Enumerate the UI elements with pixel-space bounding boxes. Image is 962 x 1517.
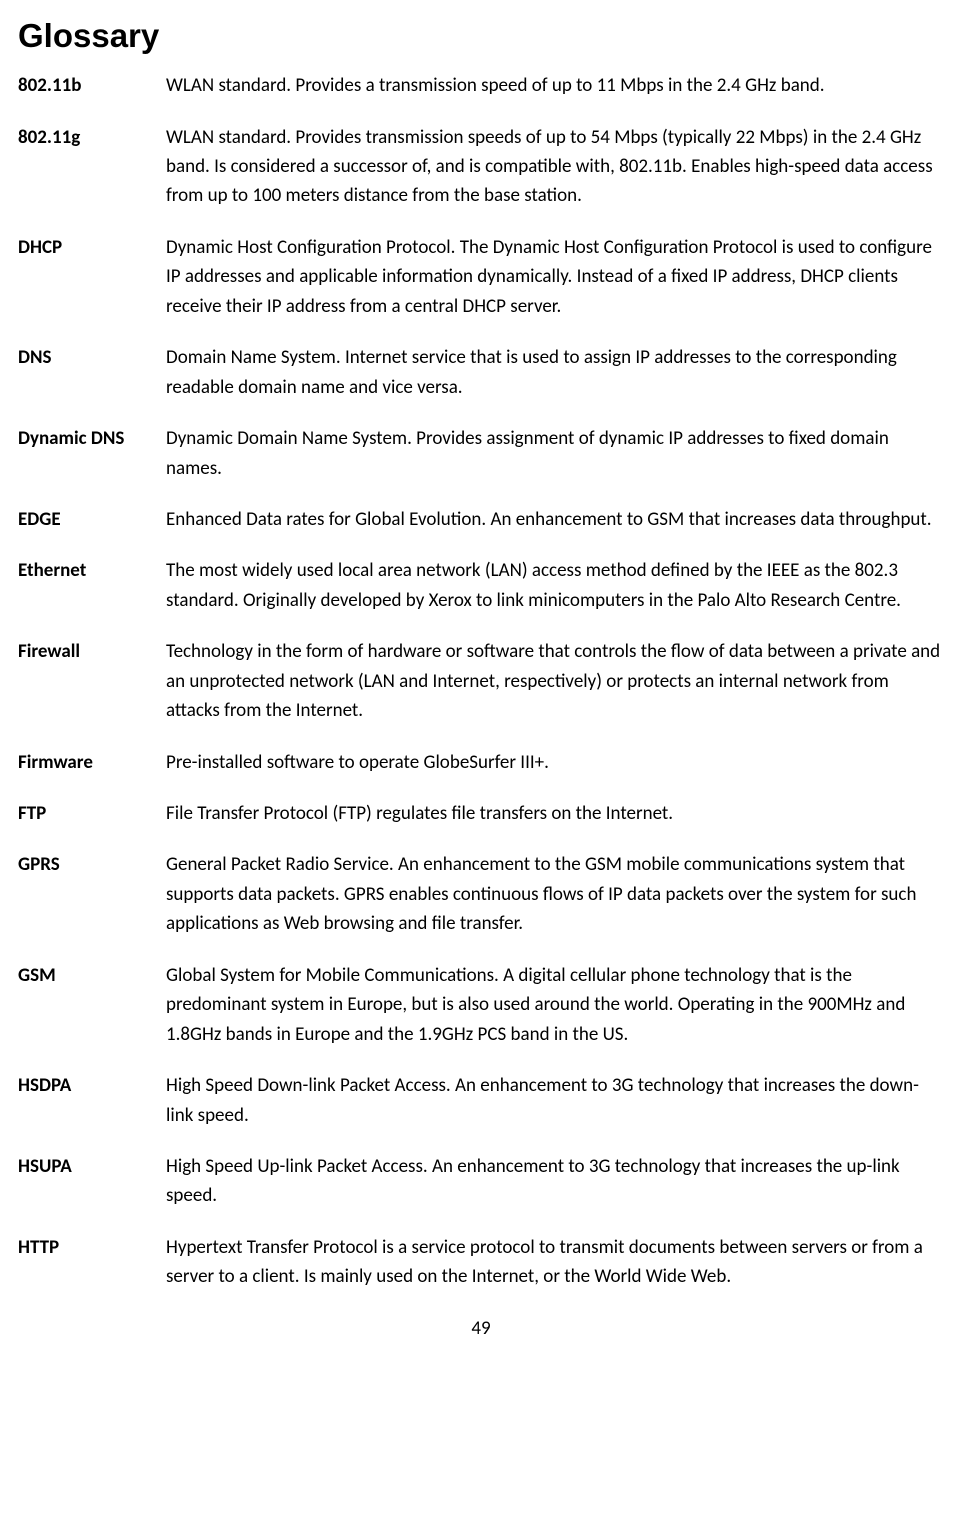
- glossary-term: Firewall: [18, 637, 166, 725]
- glossary-term: Dynamic DNS: [18, 424, 166, 483]
- glossary-term: DNS: [18, 343, 166, 402]
- glossary-term: HTTP: [18, 1233, 166, 1292]
- glossary-entry: EDGE Enhanced Data rates for Global Evol…: [18, 505, 944, 534]
- page-number: 49: [18, 1314, 944, 1343]
- glossary-term: Firmware: [18, 748, 166, 777]
- glossary-definition: High Speed Up-link Packet Access. An enh…: [166, 1152, 944, 1211]
- glossary-entry: Dynamic DNS Dynamic Domain Name System. …: [18, 424, 944, 483]
- glossary-entry: Firmware Pre-installed software to opera…: [18, 748, 944, 777]
- glossary-definition: Pre-installed software to operate GlobeS…: [166, 748, 944, 777]
- glossary-term: 802.11g: [18, 123, 166, 211]
- glossary-entry: Firewall Technology in the form of hardw…: [18, 637, 944, 725]
- glossary-definition: Global System for Mobile Communications.…: [166, 961, 944, 1049]
- glossary-entry: DNS Domain Name System. Internet service…: [18, 343, 944, 402]
- glossary-definition: Domain Name System. Internet service tha…: [166, 343, 944, 402]
- page-title: Glossary: [18, 10, 944, 61]
- glossary-entry: HTTP Hypertext Transfer Protocol is a se…: [18, 1233, 944, 1292]
- glossary-definition: WLAN standard. Provides a transmission s…: [166, 71, 944, 100]
- glossary-entry: GSM Global System for Mobile Communicati…: [18, 961, 944, 1049]
- glossary-definition: Enhanced Data rates for Global Evolution…: [166, 505, 944, 534]
- glossary-entry: 802.11b WLAN standard. Provides a transm…: [18, 71, 944, 100]
- glossary-term: GSM: [18, 961, 166, 1049]
- glossary-term: Ethernet: [18, 556, 166, 615]
- glossary-definition: Dynamic Host Configuration Protocol. The…: [166, 233, 944, 321]
- glossary-definition: The most widely used local area network …: [166, 556, 944, 615]
- glossary-entry: HSUPA High Speed Up-link Packet Access. …: [18, 1152, 944, 1211]
- glossary-definition: Technology in the form of hardware or so…: [166, 637, 944, 725]
- glossary-list: 802.11b WLAN standard. Provides a transm…: [18, 71, 944, 1292]
- glossary-definition: General Packet Radio Service. An enhance…: [166, 850, 944, 938]
- glossary-entry: DHCP Dynamic Host Configuration Protocol…: [18, 233, 944, 321]
- glossary-entry: HSDPA High Speed Down-link Packet Access…: [18, 1071, 944, 1130]
- glossary-definition: Hypertext Transfer Protocol is a service…: [166, 1233, 944, 1292]
- glossary-definition: Dynamic Domain Name System. Provides ass…: [166, 424, 944, 483]
- glossary-definition: WLAN standard. Provides transmission spe…: [166, 123, 944, 211]
- glossary-entry: GPRS General Packet Radio Service. An en…: [18, 850, 944, 938]
- glossary-definition: File Transfer Protocol (FTP) regulates f…: [166, 799, 944, 828]
- glossary-entry: Ethernet The most widely used local area…: [18, 556, 944, 615]
- glossary-term: DHCP: [18, 233, 166, 321]
- glossary-term: 802.11b: [18, 71, 166, 100]
- glossary-term: FTP: [18, 799, 166, 828]
- glossary-definition: High Speed Down-link Packet Access. An e…: [166, 1071, 944, 1130]
- glossary-term: HSDPA: [18, 1071, 166, 1130]
- glossary-term: GPRS: [18, 850, 166, 938]
- glossary-entry: FTP File Transfer Protocol (FTP) regulat…: [18, 799, 944, 828]
- glossary-term: EDGE: [18, 505, 166, 534]
- glossary-term: HSUPA: [18, 1152, 166, 1211]
- glossary-entry: 802.11g WLAN standard. Provides transmis…: [18, 123, 944, 211]
